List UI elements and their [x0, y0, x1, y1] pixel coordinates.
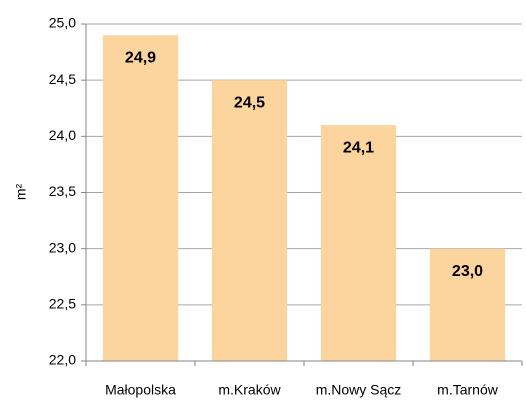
y-tick-label: 24,0: [49, 127, 76, 143]
bar: [102, 35, 179, 361]
value-label: 23,0: [452, 263, 483, 280]
x-tick-label: m.Tarnów: [437, 382, 499, 398]
value-label: 24,1: [343, 139, 374, 156]
y-tick-label: 22,5: [49, 296, 76, 312]
y-tick-label: 24,5: [49, 71, 76, 87]
bar: [211, 80, 288, 362]
value-label: 24,9: [125, 49, 156, 66]
bar: [320, 125, 397, 361]
y-tick-label: 23,0: [49, 239, 76, 255]
y-tick-label: 25,0: [49, 15, 76, 31]
y-tick-label: 23,5: [49, 183, 76, 199]
bar: [429, 248, 506, 361]
x-tick-label: Małopolska: [105, 382, 176, 398]
value-label: 24,5: [234, 94, 265, 111]
x-tick-label: m.Kraków: [218, 382, 281, 398]
x-tick-label: m.Nowy Sącz: [316, 382, 402, 398]
y-axis-label: m²: [13, 184, 29, 201]
y-tick-label: 22,0: [49, 352, 76, 368]
